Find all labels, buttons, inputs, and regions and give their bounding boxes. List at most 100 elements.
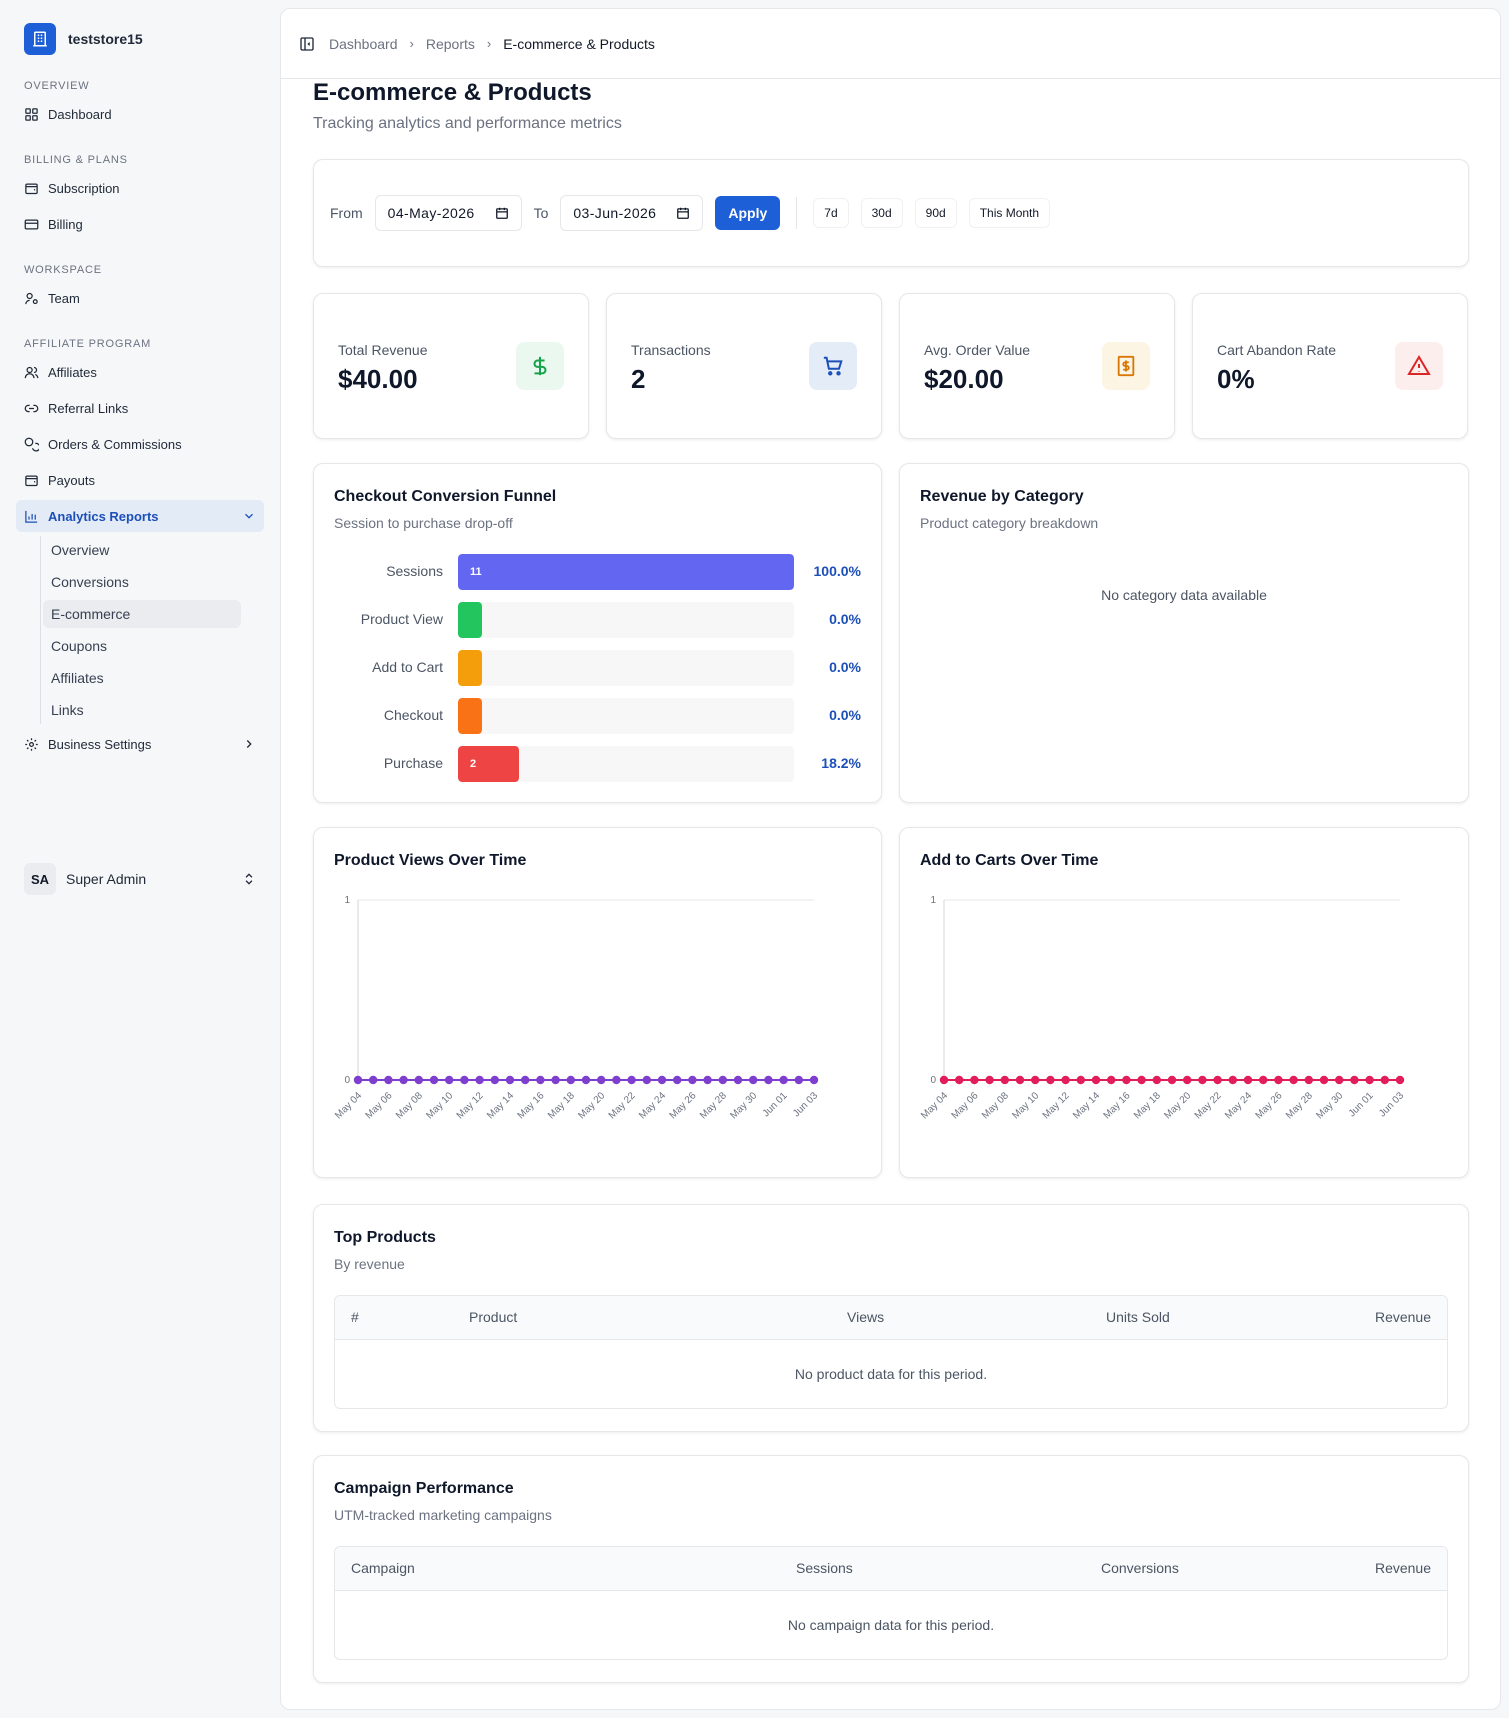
campaign-performance-card: Campaign Performance UTM-tracked marketi… — [313, 1455, 1469, 1683]
subnav-affiliates[interactable]: Affiliates — [51, 670, 104, 686]
data-point — [1183, 1075, 1192, 1085]
apply-button[interactable]: Apply — [715, 196, 781, 230]
calendar-icon — [495, 207, 508, 219]
data-point — [581, 1075, 591, 1085]
x-tick-label: Jun 03 — [791, 1090, 820, 1119]
subnav-links[interactable]: Links — [51, 702, 84, 718]
receipt-icon — [1102, 342, 1150, 390]
col-product[interactable]: Product — [469, 1309, 518, 1325]
quick-range-30d[interactable]: 30d — [860, 198, 903, 228]
stat-avg-order-value: Avg. Order Value $20.00 — [899, 293, 1175, 439]
data-point — [1304, 1075, 1313, 1085]
data-point — [764, 1075, 773, 1085]
nav-referral-links[interactable]: Referral Links — [16, 392, 264, 424]
x-tick-label: May 26 — [668, 1090, 699, 1121]
nav-affiliates-label: Affiliates — [48, 364, 97, 380]
data-point — [1000, 1075, 1009, 1085]
col-revenue[interactable]: Revenue — [1374, 1309, 1431, 1325]
x-tick-label: May 14 — [1071, 1090, 1102, 1121]
breadcrumb-reports[interactable]: Reports — [425, 35, 475, 52]
user-menu[interactable]: SA Super Admin — [16, 862, 264, 896]
from-date-input[interactable]: 04-May-2026 — [374, 195, 522, 231]
stat-value: 2 — [631, 364, 646, 394]
y-tick-label: 1 — [930, 895, 936, 906]
data-point — [536, 1075, 545, 1085]
x-tick-label: May 08 — [980, 1090, 1011, 1121]
data-point — [1274, 1075, 1283, 1085]
col-rank[interactable]: # — [351, 1309, 359, 1325]
funnel-label: Purchase — [383, 755, 443, 771]
data-point — [597, 1075, 606, 1085]
data-point — [1046, 1075, 1055, 1085]
breadcrumb-current: E-commerce & Products — [503, 35, 655, 52]
col-views[interactable]: Views — [847, 1309, 885, 1325]
subnav-coupons[interactable]: Coupons — [51, 638, 108, 654]
nav-billing[interactable]: Billing — [16, 208, 264, 240]
page-title: E-commerce & Products — [313, 79, 592, 106]
nav-dashboard[interactable]: Dashboard — [16, 98, 264, 130]
subnav-conversions[interactable]: Conversions — [51, 574, 129, 590]
funnel-label: Product View — [360, 611, 443, 627]
nav-billing-label: Billing — [48, 216, 83, 232]
nav-payouts[interactable]: Payouts — [16, 464, 264, 496]
x-tick-label: Jun 03 — [1377, 1090, 1406, 1119]
stat-transactions: Transactions 2 — [606, 293, 882, 439]
subnav-ecommerce[interactable]: E-commerce — [43, 600, 241, 628]
nav-team[interactable]: Team — [16, 282, 264, 314]
stat-label: Avg. Order Value — [924, 342, 1031, 358]
quick-range-this-month[interactable]: This Month — [968, 198, 1051, 228]
subnav-overview[interactable]: Overview — [51, 542, 110, 558]
funnel-row-add-to-cart: Add to Cart 0.0% — [314, 650, 881, 686]
chart-title: Product Views Over Time — [334, 852, 527, 869]
data-point — [1243, 1075, 1253, 1085]
breadcrumb-dashboard[interactable]: Dashboard — [329, 35, 398, 52]
col-campaign[interactable]: Campaign — [351, 1560, 415, 1576]
chevron-right-icon — [246, 740, 252, 748]
category-empty: No category data available — [1101, 587, 1267, 603]
quick-range-90d[interactable]: 90d — [914, 198, 957, 228]
x-tick-label: May 06 — [364, 1090, 395, 1121]
quick-range-7d[interactable]: 7d — [813, 198, 849, 228]
data-point — [551, 1075, 560, 1085]
col-units-sold[interactable]: Units Sold — [1106, 1309, 1170, 1325]
sidebar-toggle-icon[interactable] — [299, 36, 315, 52]
data-point — [1380, 1075, 1389, 1085]
to-date-input[interactable]: 03-Jun-2026 — [560, 195, 704, 231]
funnel-label: Checkout — [383, 707, 443, 723]
x-tick-label: May 10 — [424, 1090, 455, 1121]
nav-orders-commissions[interactable]: Orders & Commissions — [16, 428, 264, 460]
funnel-track: 11 — [458, 554, 794, 590]
stat-label: Cart Abandon Rate — [1217, 342, 1337, 358]
x-tick-label: May 20 — [1162, 1090, 1193, 1121]
data-point — [1198, 1075, 1207, 1085]
data-point — [779, 1075, 788, 1085]
category-title: Revenue by Category — [920, 488, 1084, 505]
stat-cart-abandon-rate: Cart Abandon Rate 0% — [1192, 293, 1468, 439]
x-tick-label: May 18 — [546, 1090, 577, 1121]
brand[interactable]: teststore15 — [16, 22, 264, 56]
divider — [796, 197, 798, 229]
funnel-row-purchase: Purchase 2 18.2% — [314, 746, 881, 782]
nav-analytics-reports[interactable]: Analytics Reports — [16, 500, 264, 532]
user-cog-icon — [25, 292, 38, 304]
calendar-icon — [677, 207, 690, 219]
col-conversions[interactable]: Conversions — [1101, 1560, 1179, 1576]
y-tick-label: 0 — [930, 1075, 936, 1086]
nav-affiliates[interactable]: Affiliates — [16, 356, 264, 388]
product-views-chart-card: Product Views Over Time 0 1 May 04 May 06 Ma… — [313, 827, 882, 1178]
col-sessions[interactable]: Sessions — [796, 1560, 853, 1576]
col-revenue[interactable]: Revenue — [1374, 1560, 1431, 1576]
data-point — [794, 1075, 803, 1085]
nav-business-settings[interactable]: Business Settings — [16, 728, 264, 760]
data-point — [1015, 1075, 1025, 1085]
funnel-pct: 0.0% — [829, 707, 861, 723]
stat-label: Total Revenue — [338, 342, 428, 358]
funnel-bar: 2 — [458, 746, 519, 782]
data-point — [642, 1075, 651, 1085]
y-tick-label: 0 — [344, 1075, 350, 1086]
x-tick-label: May 04 — [919, 1090, 950, 1121]
nav-subscription[interactable]: Subscription — [16, 172, 264, 204]
category-card: Revenue by Category Product category bre… — [899, 463, 1469, 803]
data-point — [703, 1075, 712, 1085]
